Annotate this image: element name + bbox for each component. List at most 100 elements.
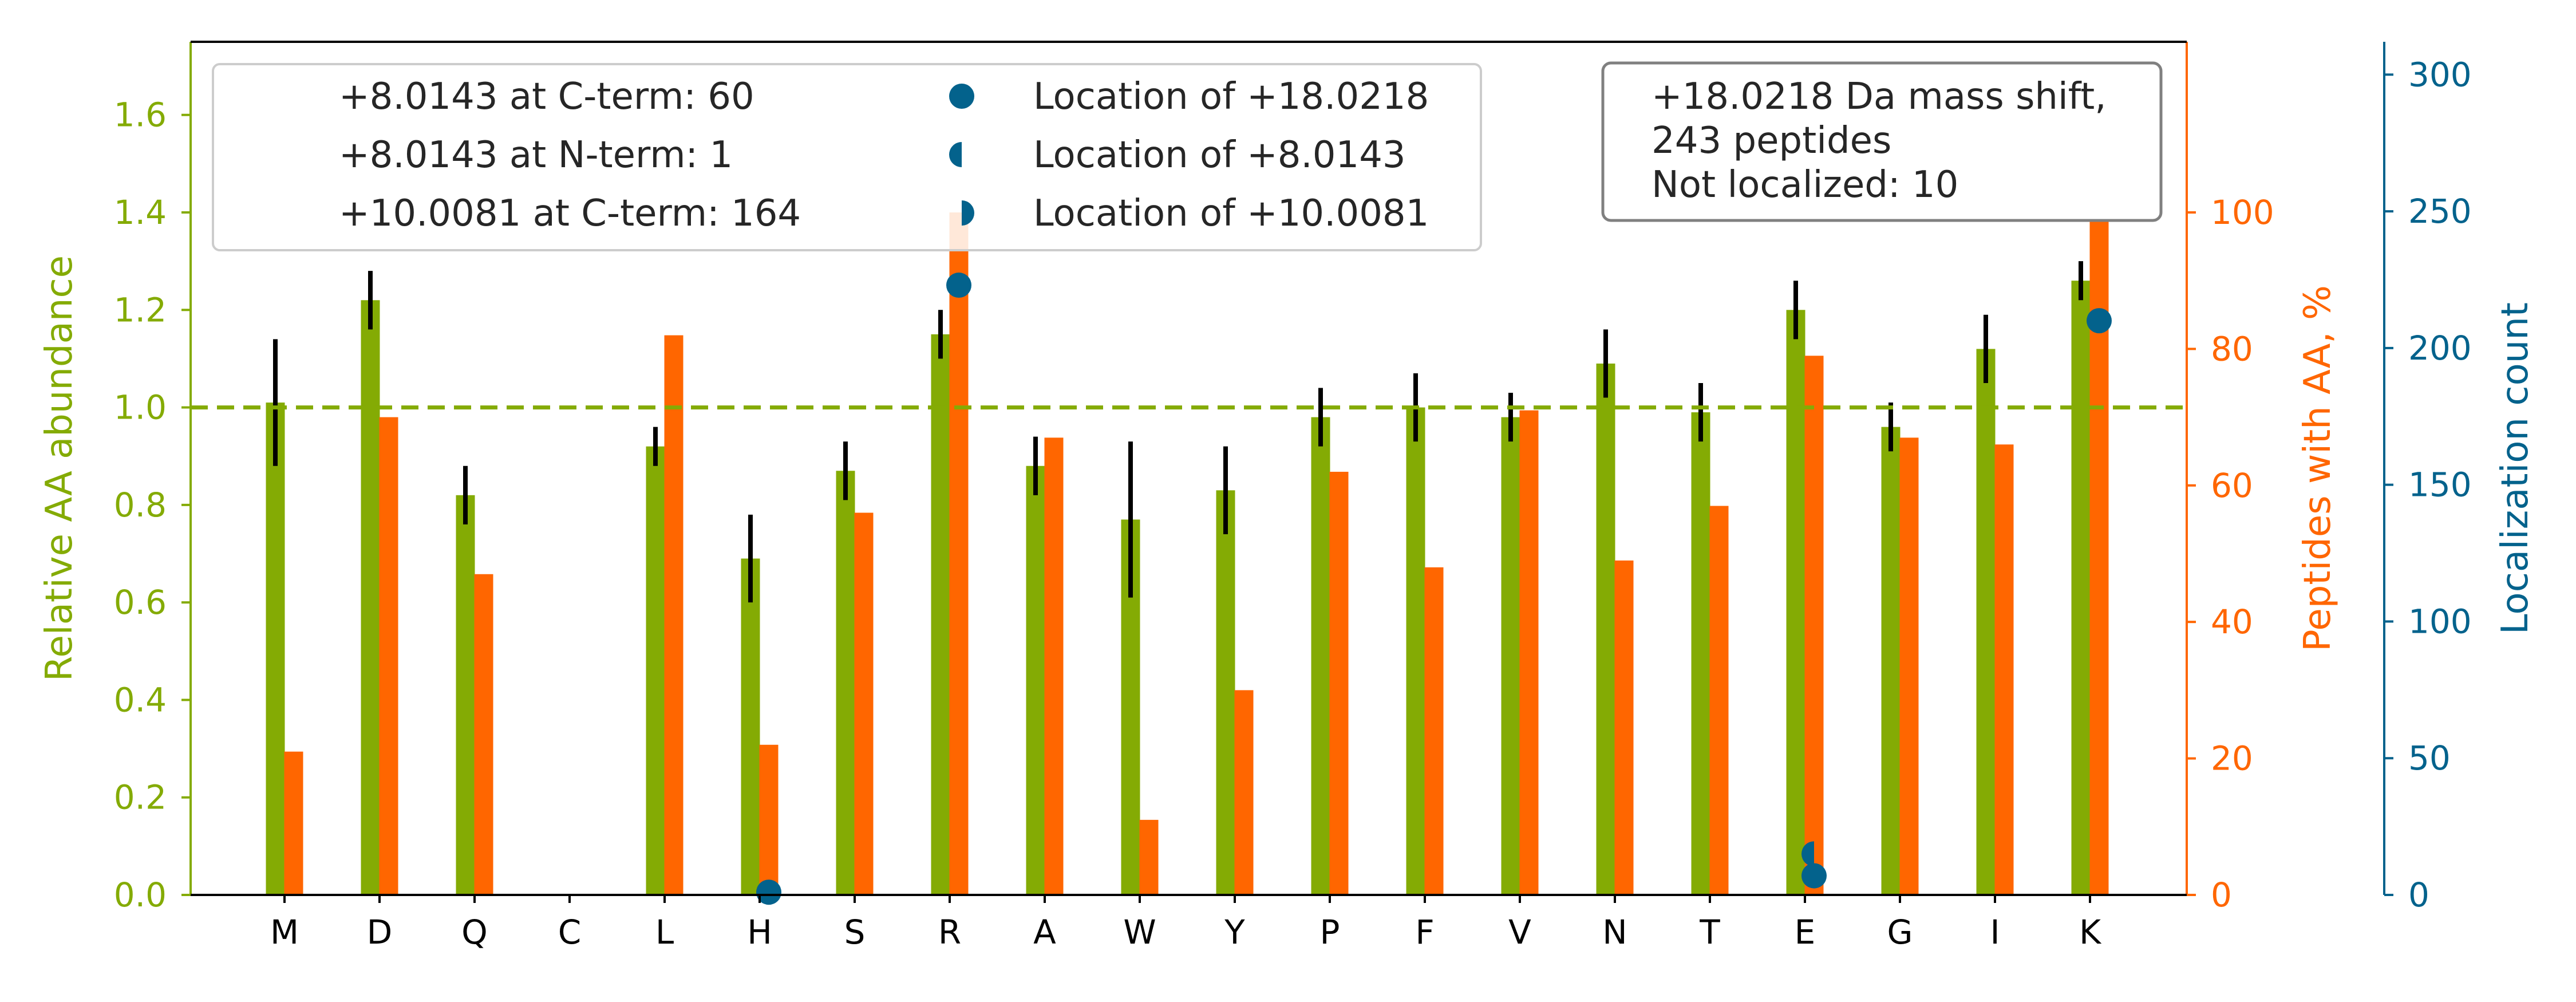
far-right-axis-tick-label-300: 300 bbox=[2408, 55, 2472, 94]
right-axis-tick-label-60: 60 bbox=[2211, 466, 2253, 505]
x-tick-label-Q: Q bbox=[461, 913, 488, 952]
localization-point-E-3 bbox=[1801, 863, 1827, 889]
x-tick-label-Y: Y bbox=[1224, 913, 1245, 952]
right-axis-tick-label-40: 40 bbox=[2211, 602, 2253, 641]
abundance-bar-K bbox=[2071, 281, 2091, 896]
abundance-bar-I bbox=[1976, 349, 1996, 895]
annotation-frame bbox=[1601, 61, 2163, 222]
abundance-bar-G bbox=[1881, 427, 1901, 895]
abundance-bar-R bbox=[931, 334, 950, 895]
left-axis-tick-label-1.4: 1.4 bbox=[114, 193, 167, 232]
peptide-percent-bar-P bbox=[1329, 471, 1349, 895]
localization-point-K-4 bbox=[2087, 308, 2112, 334]
left-axis-tick-label-0.4: 0.4 bbox=[114, 680, 167, 719]
x-tick-label-D: D bbox=[367, 913, 393, 952]
x-tick-label-L: L bbox=[655, 913, 674, 952]
legend-entry-c-term-8: +8.0143 at C-term: 60 bbox=[339, 76, 754, 118]
abundance-bar-A bbox=[1026, 466, 1045, 895]
abundance-bar-V bbox=[1501, 417, 1520, 895]
localization-point-H-0 bbox=[756, 879, 781, 905]
legend-marker-full bbox=[949, 84, 974, 109]
peptide-percent-bar-N bbox=[1614, 560, 1634, 895]
localization-point-R-1 bbox=[946, 273, 971, 298]
left-axis-tick-label-0.0: 0.0 bbox=[114, 875, 167, 914]
peptide-percent-bar-L bbox=[664, 335, 683, 895]
right-axis-tick-label-0: 0 bbox=[2211, 875, 2232, 914]
left-axis-tick-label-1.0: 1.0 bbox=[114, 388, 167, 427]
abundance-bar-S bbox=[836, 471, 855, 895]
far-right-axis-tick-label-250: 250 bbox=[2408, 192, 2472, 231]
peptide-percent-bar-T bbox=[1709, 506, 1729, 895]
annotation-line-2: 243 peptides bbox=[1652, 120, 1891, 162]
x-tick-label-V: V bbox=[1508, 913, 1531, 952]
x-tick-label-S: S bbox=[844, 913, 866, 952]
peptide-percent-bar-M bbox=[284, 751, 303, 895]
far-right-axis-ticks: 0 50 100 150 200 250 300 bbox=[2384, 55, 2472, 914]
abundance-bar-Y bbox=[1216, 490, 1235, 895]
left-axis-tick-label-0.8: 0.8 bbox=[114, 486, 167, 524]
abundance-bar-E bbox=[1786, 310, 1805, 895]
left-axis-tick-label-0.2: 0.2 bbox=[114, 778, 167, 817]
legend-entry-c-term-10: +10.0081 at C-term: 164 bbox=[339, 192, 801, 235]
legend-marker-half-right bbox=[962, 200, 974, 226]
x-tick-label-K: K bbox=[2079, 913, 2102, 952]
peptide-percent-bar-S bbox=[854, 512, 874, 895]
far-right-axis-tick-label-150: 150 bbox=[2408, 466, 2472, 504]
peptide-percent-bar-H bbox=[759, 744, 779, 895]
abundance-error-bars bbox=[273, 261, 2083, 603]
legend-markers bbox=[949, 84, 974, 226]
x-tick-label-H: H bbox=[747, 913, 772, 952]
legend-marker-half-left bbox=[949, 142, 962, 167]
left-axis-label: Relative AA abundance bbox=[38, 255, 81, 681]
abundance-bar-D bbox=[361, 300, 380, 896]
right-axis-tick-label-20: 20 bbox=[2211, 739, 2253, 778]
abundance-bar-P bbox=[1311, 417, 1330, 895]
x-tick-label-W: W bbox=[1123, 913, 1156, 952]
x-tick-label-G: G bbox=[1887, 913, 1913, 952]
abundance-bar-Q bbox=[456, 495, 475, 895]
annotation-line-3: Not localized: 10 bbox=[1652, 164, 1958, 206]
left-axis-tick-label-1.6: 1.6 bbox=[114, 96, 167, 135]
abundance-bar-M bbox=[266, 403, 285, 895]
peptide-percent-bar-I bbox=[1994, 444, 2014, 895]
peptide-percent-bar-F bbox=[1424, 567, 1444, 895]
far-right-axis-tick-label-0: 0 bbox=[2408, 875, 2429, 914]
right-axis-label: Peptides with AA, % bbox=[2297, 285, 2339, 652]
peptide-percent-bar-W bbox=[1139, 819, 1159, 895]
localization-point-E-2 bbox=[1801, 841, 1814, 867]
peptide-percent-bar-Q bbox=[474, 574, 493, 895]
far-right-axis-tick-label-100: 100 bbox=[2408, 602, 2472, 641]
legend-entry-location-18: Location of +18.0218 bbox=[1033, 76, 1429, 118]
far-right-axis-tick-label-50: 50 bbox=[2408, 739, 2451, 778]
x-tick-label-A: A bbox=[1033, 913, 1056, 952]
left-axis-tick-label-1.2: 1.2 bbox=[114, 290, 167, 329]
left-axis-tick-label-0.6: 0.6 bbox=[114, 583, 167, 622]
abundance-bar-H bbox=[741, 558, 760, 895]
right-axis-ticks: 0 20 40 60 80 100 bbox=[2187, 193, 2274, 914]
abundance-bar-L bbox=[646, 446, 665, 895]
peptide-percent-bar-V bbox=[1519, 410, 1539, 895]
x-tick-label-T: T bbox=[1699, 913, 1720, 952]
annotation: +18.0218 Da mass shift, 243 peptides Not… bbox=[1601, 61, 2163, 222]
far-right-axis-tick-label-200: 200 bbox=[2408, 329, 2472, 368]
x-tick-label-C: C bbox=[558, 913, 582, 952]
abundance-bar-T bbox=[1691, 412, 1710, 895]
legend-entry-n-term-8: +8.0143 at N-term: 1 bbox=[339, 134, 733, 176]
peptide-percent-bar-E bbox=[1804, 356, 1824, 895]
x-tick-label-I: I bbox=[1990, 913, 2000, 952]
legend-frame bbox=[212, 63, 1482, 251]
x-tick-label-N: N bbox=[1602, 913, 1627, 952]
legend: +8.0143 at C-term: 60 +8.0143 at N-term:… bbox=[212, 63, 1482, 251]
legend-entry-location-8: Location of +8.0143 bbox=[1033, 134, 1406, 176]
peptide-percent-bar-D bbox=[379, 417, 398, 895]
peptide-percent-bar-G bbox=[1899, 437, 1919, 895]
x-tick-label-P: P bbox=[1320, 913, 1340, 952]
right-axis-tick-label-80: 80 bbox=[2211, 329, 2253, 368]
annotation-line-1: +18.0218 Da mass shift, bbox=[1652, 76, 2107, 118]
peptide-percent-bar-Y bbox=[1234, 690, 1254, 895]
abundance-bar-N bbox=[1596, 363, 1615, 895]
abundance-bar-F bbox=[1406, 407, 1425, 895]
abundance-bars bbox=[266, 281, 2091, 896]
